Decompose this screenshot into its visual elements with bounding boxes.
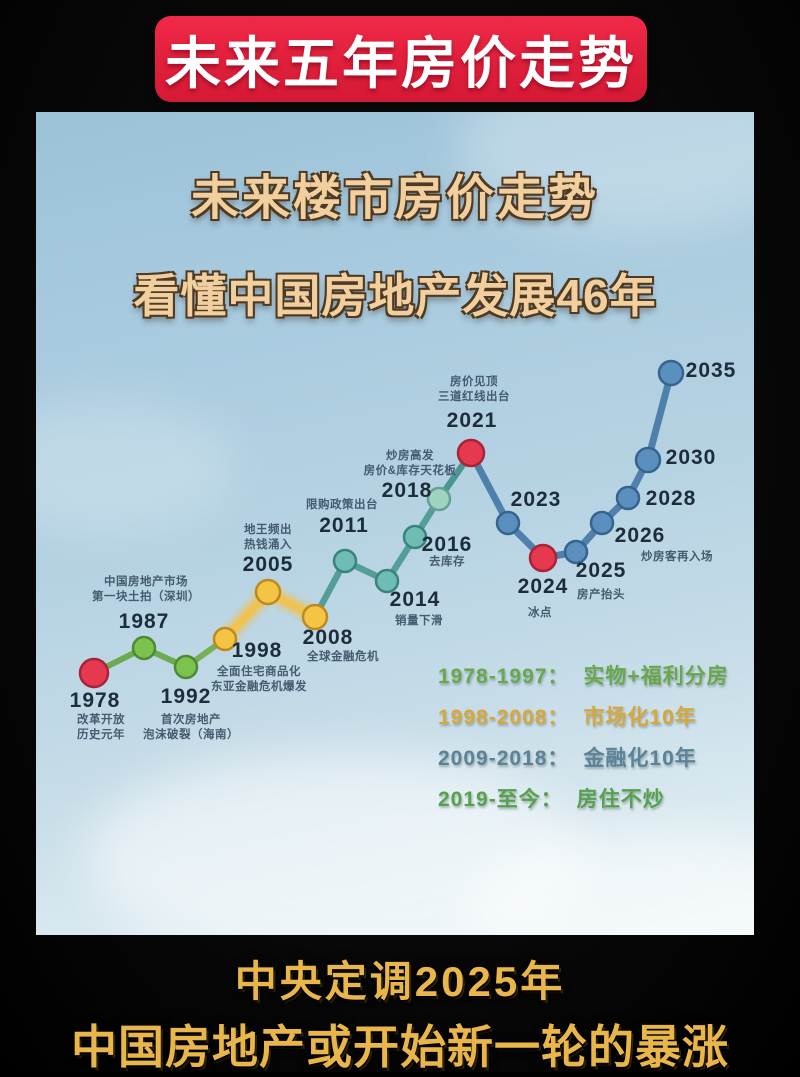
- svg-text:2011: 2011: [319, 514, 369, 537]
- svg-text:2035: 2035: [686, 359, 737, 382]
- banner-title: 未来五年房价走势: [165, 31, 637, 95]
- svg-text:房价见顶三道红线出台: 房价见顶三道红线出台: [438, 374, 510, 403]
- svg-text:1987: 1987: [119, 610, 170, 633]
- svg-text:炒房客再入场: 炒房客再入场: [641, 549, 713, 563]
- svg-text:2018: 2018: [382, 479, 433, 502]
- legend-desc: 实物+福利分房: [583, 665, 729, 688]
- svg-text:2014: 2014: [390, 588, 441, 611]
- svg-text:1992: 1992: [161, 685, 212, 708]
- poster-subtitle: 看懂中国房地产发展46年: [133, 270, 657, 322]
- svg-text:2025: 2025: [576, 559, 627, 582]
- svg-text:2008: 2008: [303, 626, 354, 649]
- svg-text:2028: 2028: [646, 487, 697, 510]
- legend-range: 1978-1997：: [438, 665, 570, 688]
- footer-line2: 中国房地产或开始新一轮的暴涨: [71, 1021, 729, 1073]
- svg-text:2024: 2024: [518, 575, 569, 598]
- legend-range: 1998-2008：: [438, 706, 570, 729]
- legend-row: 2009-2018： 金融化10年: [438, 742, 729, 772]
- svg-text:去库存: 去库存: [429, 554, 465, 568]
- price-trend-chart: 1978 1987 1992 1998 2005 2008 2011 2014 2016 2018…: [70, 359, 737, 741]
- svg-text:2023: 2023: [511, 488, 562, 511]
- svg-text:销量下滑: 销量下滑: [395, 613, 443, 627]
- legend-row: 2019-至今： 房住不炒: [438, 783, 729, 813]
- svg-text:2030: 2030: [666, 446, 717, 469]
- svg-text:炒房高发房价&库存天花板: 炒房高发房价&库存天花板: [364, 448, 457, 477]
- svg-text:2026: 2026: [615, 524, 666, 547]
- svg-text:首次房地产泡沫破裂（海南）: 首次房地产泡沫破裂（海南）: [143, 712, 239, 741]
- footer-line1: 中央定调2025年: [234, 958, 566, 1005]
- legend-row: 1998-2008： 市场化10年: [438, 701, 729, 731]
- svg-text:冰点: 冰点: [528, 605, 552, 619]
- svg-text:2016: 2016: [422, 533, 473, 556]
- legend-range: 2009-2018：: [438, 747, 570, 770]
- title-banner: 未来五年房价走势: [155, 16, 647, 102]
- svg-text:房产抬头: 房产抬头: [577, 587, 625, 601]
- svg-text:2005: 2005: [243, 553, 294, 576]
- legend-range: 2019-至今：: [438, 788, 563, 811]
- poster-image: 未来楼市房价走势 看懂中国房地产发展46年 1978 1987 1992 1998 20…: [36, 112, 754, 935]
- svg-text:1978: 1978: [70, 689, 121, 712]
- legend-row: 1978-1997： 实物+福利分房: [438, 660, 729, 690]
- footer-caption: 中央定调2025年 中国房地产或开始新一轮的暴涨: [0, 935, 800, 1073]
- legend-desc: 金融化10年: [583, 747, 697, 770]
- svg-text:限购政策出台: 限购政策出台: [306, 497, 378, 511]
- svg-text:中国房地产市场第一块土拍（深圳）: 中国房地产市场第一块土拍（深圳）: [92, 574, 200, 603]
- legend-desc: 市场化10年: [583, 706, 697, 729]
- era-legend: 1978-1997： 实物+福利分房 1998-2008： 市场化10年 2009-20…: [438, 660, 729, 813]
- svg-text:全面住宅商品化东亚金融危机爆发: 全面住宅商品化东亚金融危机爆发: [211, 664, 307, 693]
- svg-text:2021: 2021: [447, 409, 498, 432]
- svg-text:全球金融危机: 全球金融危机: [306, 649, 379, 663]
- legend-desc: 房住不炒: [576, 788, 665, 811]
- svg-text:改革开放历史元年: 改革开放历史元年: [77, 712, 125, 741]
- svg-text:地王频出热钱涌入: 地王频出热钱涌入: [244, 522, 292, 551]
- poster-title: 未来楼市房价走势: [190, 172, 599, 225]
- svg-text:1998: 1998: [232, 639, 283, 662]
